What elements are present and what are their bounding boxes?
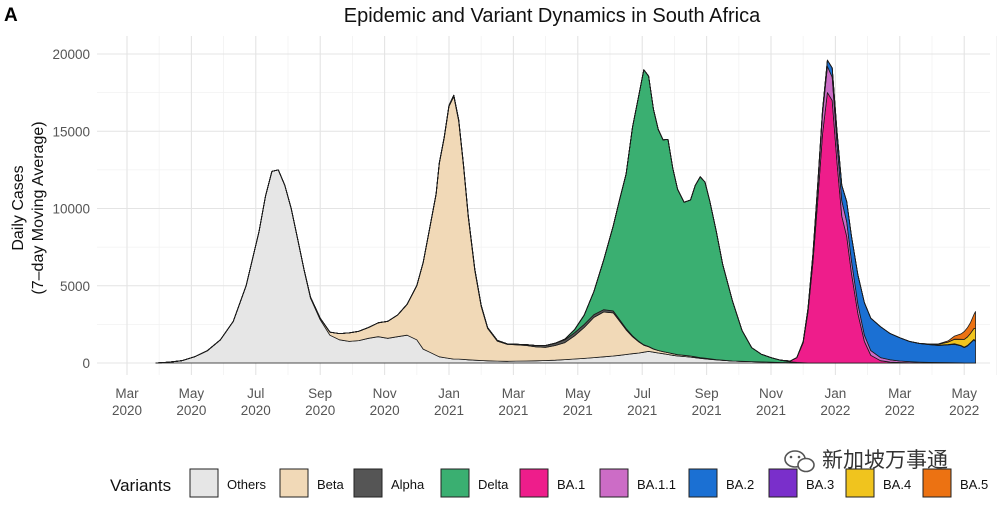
y-tick-label: 15000 [52,124,90,139]
x-tick-label-year: 2021 [498,403,528,418]
legend-key-ba-1-1 [599,468,629,498]
x-tick-label-year: 2021 [563,403,593,418]
x-tick-label-year: 2022 [885,403,915,418]
y-axis-ticks: 0 5000 10000 15000 20000 [52,47,90,371]
x-tick-label-year: 2022 [949,403,979,418]
legend-key-ba-1 [519,468,549,498]
y-tick-label: 10000 [52,202,90,217]
y-axis-title-line1: Daily Cases [10,165,27,250]
x-tick-label-year: 2020 [112,403,142,418]
x-tick-label-month: Mar [888,386,912,401]
watermark-text: 新加坡万事通 [822,448,948,472]
x-tick-label-year: 2020 [241,403,271,418]
legend-label-alpha: Alpha [391,477,425,492]
x-tick-label-month: Nov [759,386,783,401]
x-tick-label-month: Jul [247,386,264,401]
x-tick-label-month: Jan [438,386,460,401]
legend-label-others: Others [227,477,267,492]
x-tick-label-year: 2020 [305,403,335,418]
x-tick-label-month: Nov [373,386,397,401]
legend-label-beta: Beta [317,477,345,492]
legend-label-ba-1-1: BA.1.1 [637,477,676,492]
legend-key-ba-5 [922,468,952,498]
y-tick-label: 20000 [52,47,90,62]
x-tick-label-year: 2021 [756,403,786,418]
y-tick-label: 5000 [60,279,90,294]
legend-title: Variants [110,476,171,495]
legend-label-ba-4: BA.4 [883,477,911,492]
x-tick-label-year: 2022 [820,403,850,418]
x-tick-label-month: Sep [308,386,332,401]
wechat-logo-icon [784,450,815,473]
legend-key-others [189,468,219,498]
x-axis-ticks: Mar 2020 May 2020 Jul 2020 Sep 2020 Nov 2020 Jan 20… [112,386,979,418]
stacked-areas [155,59,976,364]
legend-key-ba-3 [768,468,798,498]
chart-title: Epidemic and Variant Dynamics in South A… [344,5,761,27]
legend-label-delta: Delta [478,477,509,492]
legend-label-ba-3: BA.3 [806,477,834,492]
y-tick-label: 0 [82,356,90,371]
legend-label-ba-5: BA.5 [960,477,988,492]
x-tick-label-month: Mar [115,386,139,401]
y-axis-title: Daily Cases (7–day Moving Average) [10,121,47,294]
x-tick-label-month: Mar [502,386,526,401]
x-tick-label-year: 2020 [370,403,400,418]
legend: Variants Others Beta Alpha Delta BA.1 BA.1.1 B… [110,468,988,498]
panel-label: A [4,5,18,26]
x-tick-label-month: Jul [634,386,651,401]
x-tick-label-month: May [951,386,977,401]
legend-key-ba-2 [688,468,718,498]
x-tick-label-year: 2021 [627,403,657,418]
legend-key-beta [279,468,309,498]
legend-label-ba-2: BA.2 [726,477,754,492]
area-ba-5 [155,59,976,364]
legend-key-delta [440,468,470,498]
x-tick-label-month: Jan [825,386,847,401]
y-axis-title-line2: (7–day Moving Average) [30,121,47,294]
x-tick-label-year: 2021 [434,403,464,418]
x-tick-label-year: 2020 [176,403,206,418]
legend-key-alpha [353,468,383,498]
x-tick-label-year: 2021 [692,403,722,418]
x-tick-label-month: May [565,386,591,401]
legend-label-ba-1: BA.1 [557,477,585,492]
x-tick-label-month: Sep [695,386,719,401]
x-tick-label-month: May [179,386,205,401]
watermark: 新加坡万事通 [784,448,948,473]
legend-key-ba-4 [845,468,875,498]
